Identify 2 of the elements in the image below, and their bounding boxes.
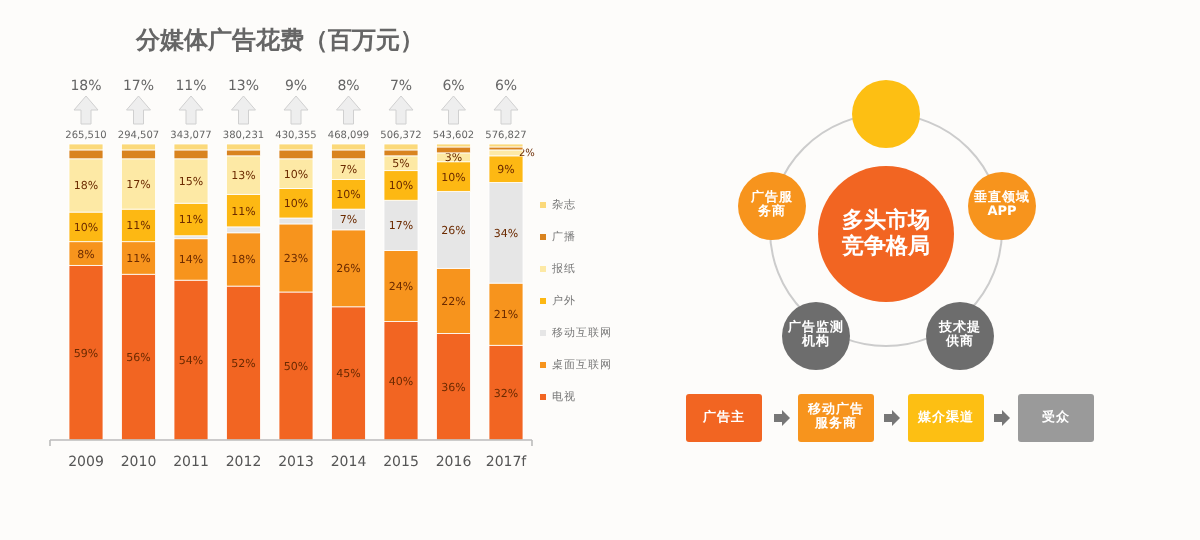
chart-title: 分媒体广告花费（百万元） <box>134 26 424 54</box>
text: 多头市场竞争格局 <box>840 206 932 260</box>
